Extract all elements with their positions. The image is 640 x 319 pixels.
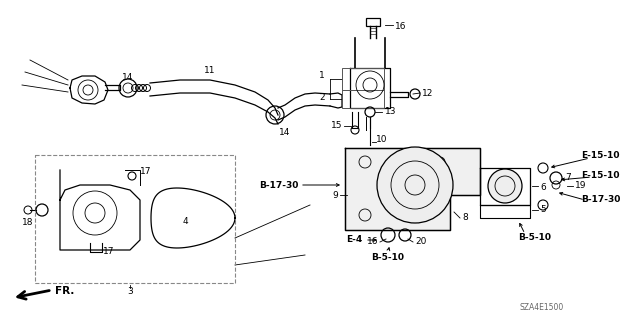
Text: 1: 1 xyxy=(319,71,325,80)
Text: 13: 13 xyxy=(385,108,397,116)
Text: 16: 16 xyxy=(395,22,406,31)
Text: 11: 11 xyxy=(204,66,216,75)
Text: B-17-30: B-17-30 xyxy=(259,181,298,189)
Text: B-5-10: B-5-10 xyxy=(371,254,404,263)
Text: SZA4E1500: SZA4E1500 xyxy=(520,302,564,311)
Text: 9: 9 xyxy=(332,190,338,199)
Bar xyxy=(342,90,384,108)
Polygon shape xyxy=(345,148,480,230)
Text: E-15-10: E-15-10 xyxy=(582,170,620,180)
Circle shape xyxy=(488,169,522,203)
Text: 3: 3 xyxy=(127,287,133,296)
Text: 5: 5 xyxy=(540,205,546,214)
Text: B-5-10: B-5-10 xyxy=(518,234,552,242)
Text: 14: 14 xyxy=(279,128,291,137)
Text: 12: 12 xyxy=(422,88,433,98)
Text: 16: 16 xyxy=(367,238,378,247)
Text: 17: 17 xyxy=(103,248,115,256)
Text: 15: 15 xyxy=(330,121,342,130)
Text: 19: 19 xyxy=(575,181,586,189)
Text: 14: 14 xyxy=(122,73,134,82)
Text: 20: 20 xyxy=(415,238,426,247)
Bar xyxy=(342,68,384,90)
Text: 2: 2 xyxy=(319,93,325,101)
Bar xyxy=(366,18,380,26)
Bar xyxy=(35,155,235,283)
Text: 4: 4 xyxy=(182,218,188,226)
Text: 10: 10 xyxy=(376,136,387,145)
Text: 7: 7 xyxy=(565,174,571,182)
Text: 8: 8 xyxy=(462,213,468,222)
Text: 17: 17 xyxy=(140,167,152,176)
Text: 18: 18 xyxy=(22,218,34,227)
Text: FR.: FR. xyxy=(55,286,74,296)
Text: E-15-10: E-15-10 xyxy=(582,151,620,160)
Text: E-4: E-4 xyxy=(346,235,362,244)
Circle shape xyxy=(377,147,453,223)
Text: 6: 6 xyxy=(540,183,546,192)
Text: B-17-30: B-17-30 xyxy=(580,196,620,204)
